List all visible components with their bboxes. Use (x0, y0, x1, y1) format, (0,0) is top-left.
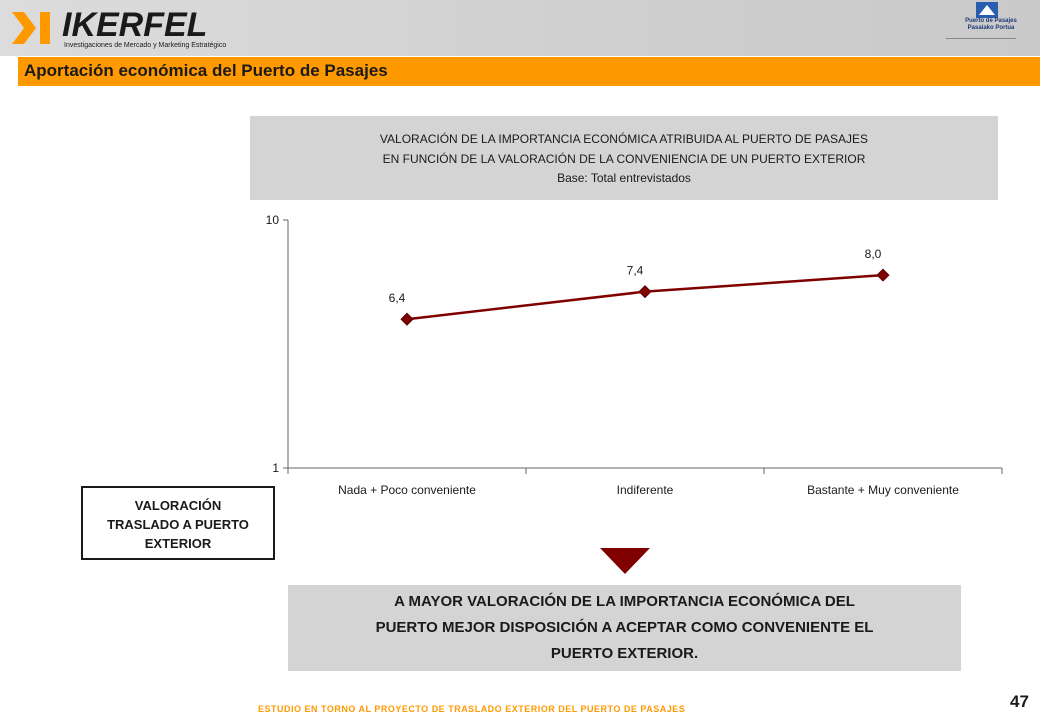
section-bar-accent (0, 57, 18, 86)
partner-divider (946, 38, 1016, 39)
data-point-marker (401, 313, 413, 325)
data-label: 7,4 (627, 264, 644, 278)
port-icon (976, 2, 998, 18)
down-arrow-icon (600, 548, 650, 574)
data-label: 6,4 (389, 291, 406, 305)
x-tick-label: Nada + Poco conveniente (338, 483, 476, 497)
conclusion-line1: A MAYOR VALORACIÓN DE LA IMPORTANCIA ECO… (288, 589, 961, 615)
chart-title-line2: EN FUNCIÓN DE LA VALORACIÓN DE LA CONVEN… (250, 152, 998, 166)
x-tick-label: Indiferente (617, 483, 674, 497)
partner-name-line1: Puerto de Pasajes (965, 18, 1017, 24)
x-axis-title-line1: VALORACIÓN (83, 496, 273, 515)
section-bar: Aportación económica del Puerto de Pasaj… (0, 57, 1040, 86)
y-tick-label: 10 (266, 213, 280, 227)
brand-tagline: Investigaciones de Mercado y Marketing E… (64, 42, 226, 49)
conclusion-line3: PUERTO EXTERIOR. (288, 641, 961, 667)
partner-name: Puerto de Pasajes Pasaiako Portua (956, 18, 1026, 32)
line-chart: 1 10 Nada + Poco conveniente Indiferente Bas… (250, 205, 1010, 505)
x-tick-label: Bastante + Muy conveniente (807, 483, 959, 497)
chart-title-panel: VALORACIÓN DE LA IMPORTANCIA ECONÓMICA A… (250, 116, 998, 200)
conclusion-panel: A MAYOR VALORACIÓN DE LA IMPORTANCIA ECO… (288, 585, 961, 671)
x-axis-title-line2: TRASLADO A PUERTO (83, 515, 273, 534)
chart-title-line1: VALORACIÓN DE LA IMPORTANCIA ECONÓMICA A… (250, 132, 998, 146)
chart-base-note: Base: Total entrevistados (250, 171, 998, 185)
x-axis-title-box: VALORACIÓN TRASLADO A PUERTO EXTERIOR (81, 486, 275, 560)
section-title: Aportación económica del Puerto de Pasaj… (24, 61, 388, 81)
header-band: IKERFEL Investigaciones de Mercado y Mar… (0, 0, 1040, 56)
y-tick-label: 1 (272, 461, 279, 475)
footer-study-title: ESTUDIO EN TORNO AL PROYECTO DE TRASLADO… (258, 704, 685, 714)
conclusion-line2: PUERTO MEJOR DISPOSICIÓN A ACEPTAR COMO … (288, 615, 961, 641)
data-point-marker (639, 286, 651, 298)
page-number: 47 (1010, 692, 1029, 712)
partner-logo: Puerto de Pasajes Pasaiako Portua (946, 0, 1018, 56)
x-axis-title-line3: EXTERIOR (83, 534, 273, 553)
partner-name-line2: Pasaiako Portua (968, 25, 1015, 31)
ikerfel-mark-icon (10, 8, 60, 48)
brand-name: IKERFEL (62, 6, 207, 45)
data-label: 8,0 (865, 247, 882, 261)
ikerfel-logo: IKERFEL Investigaciones de Mercado y Mar… (10, 8, 230, 52)
data-point-marker (877, 269, 889, 281)
